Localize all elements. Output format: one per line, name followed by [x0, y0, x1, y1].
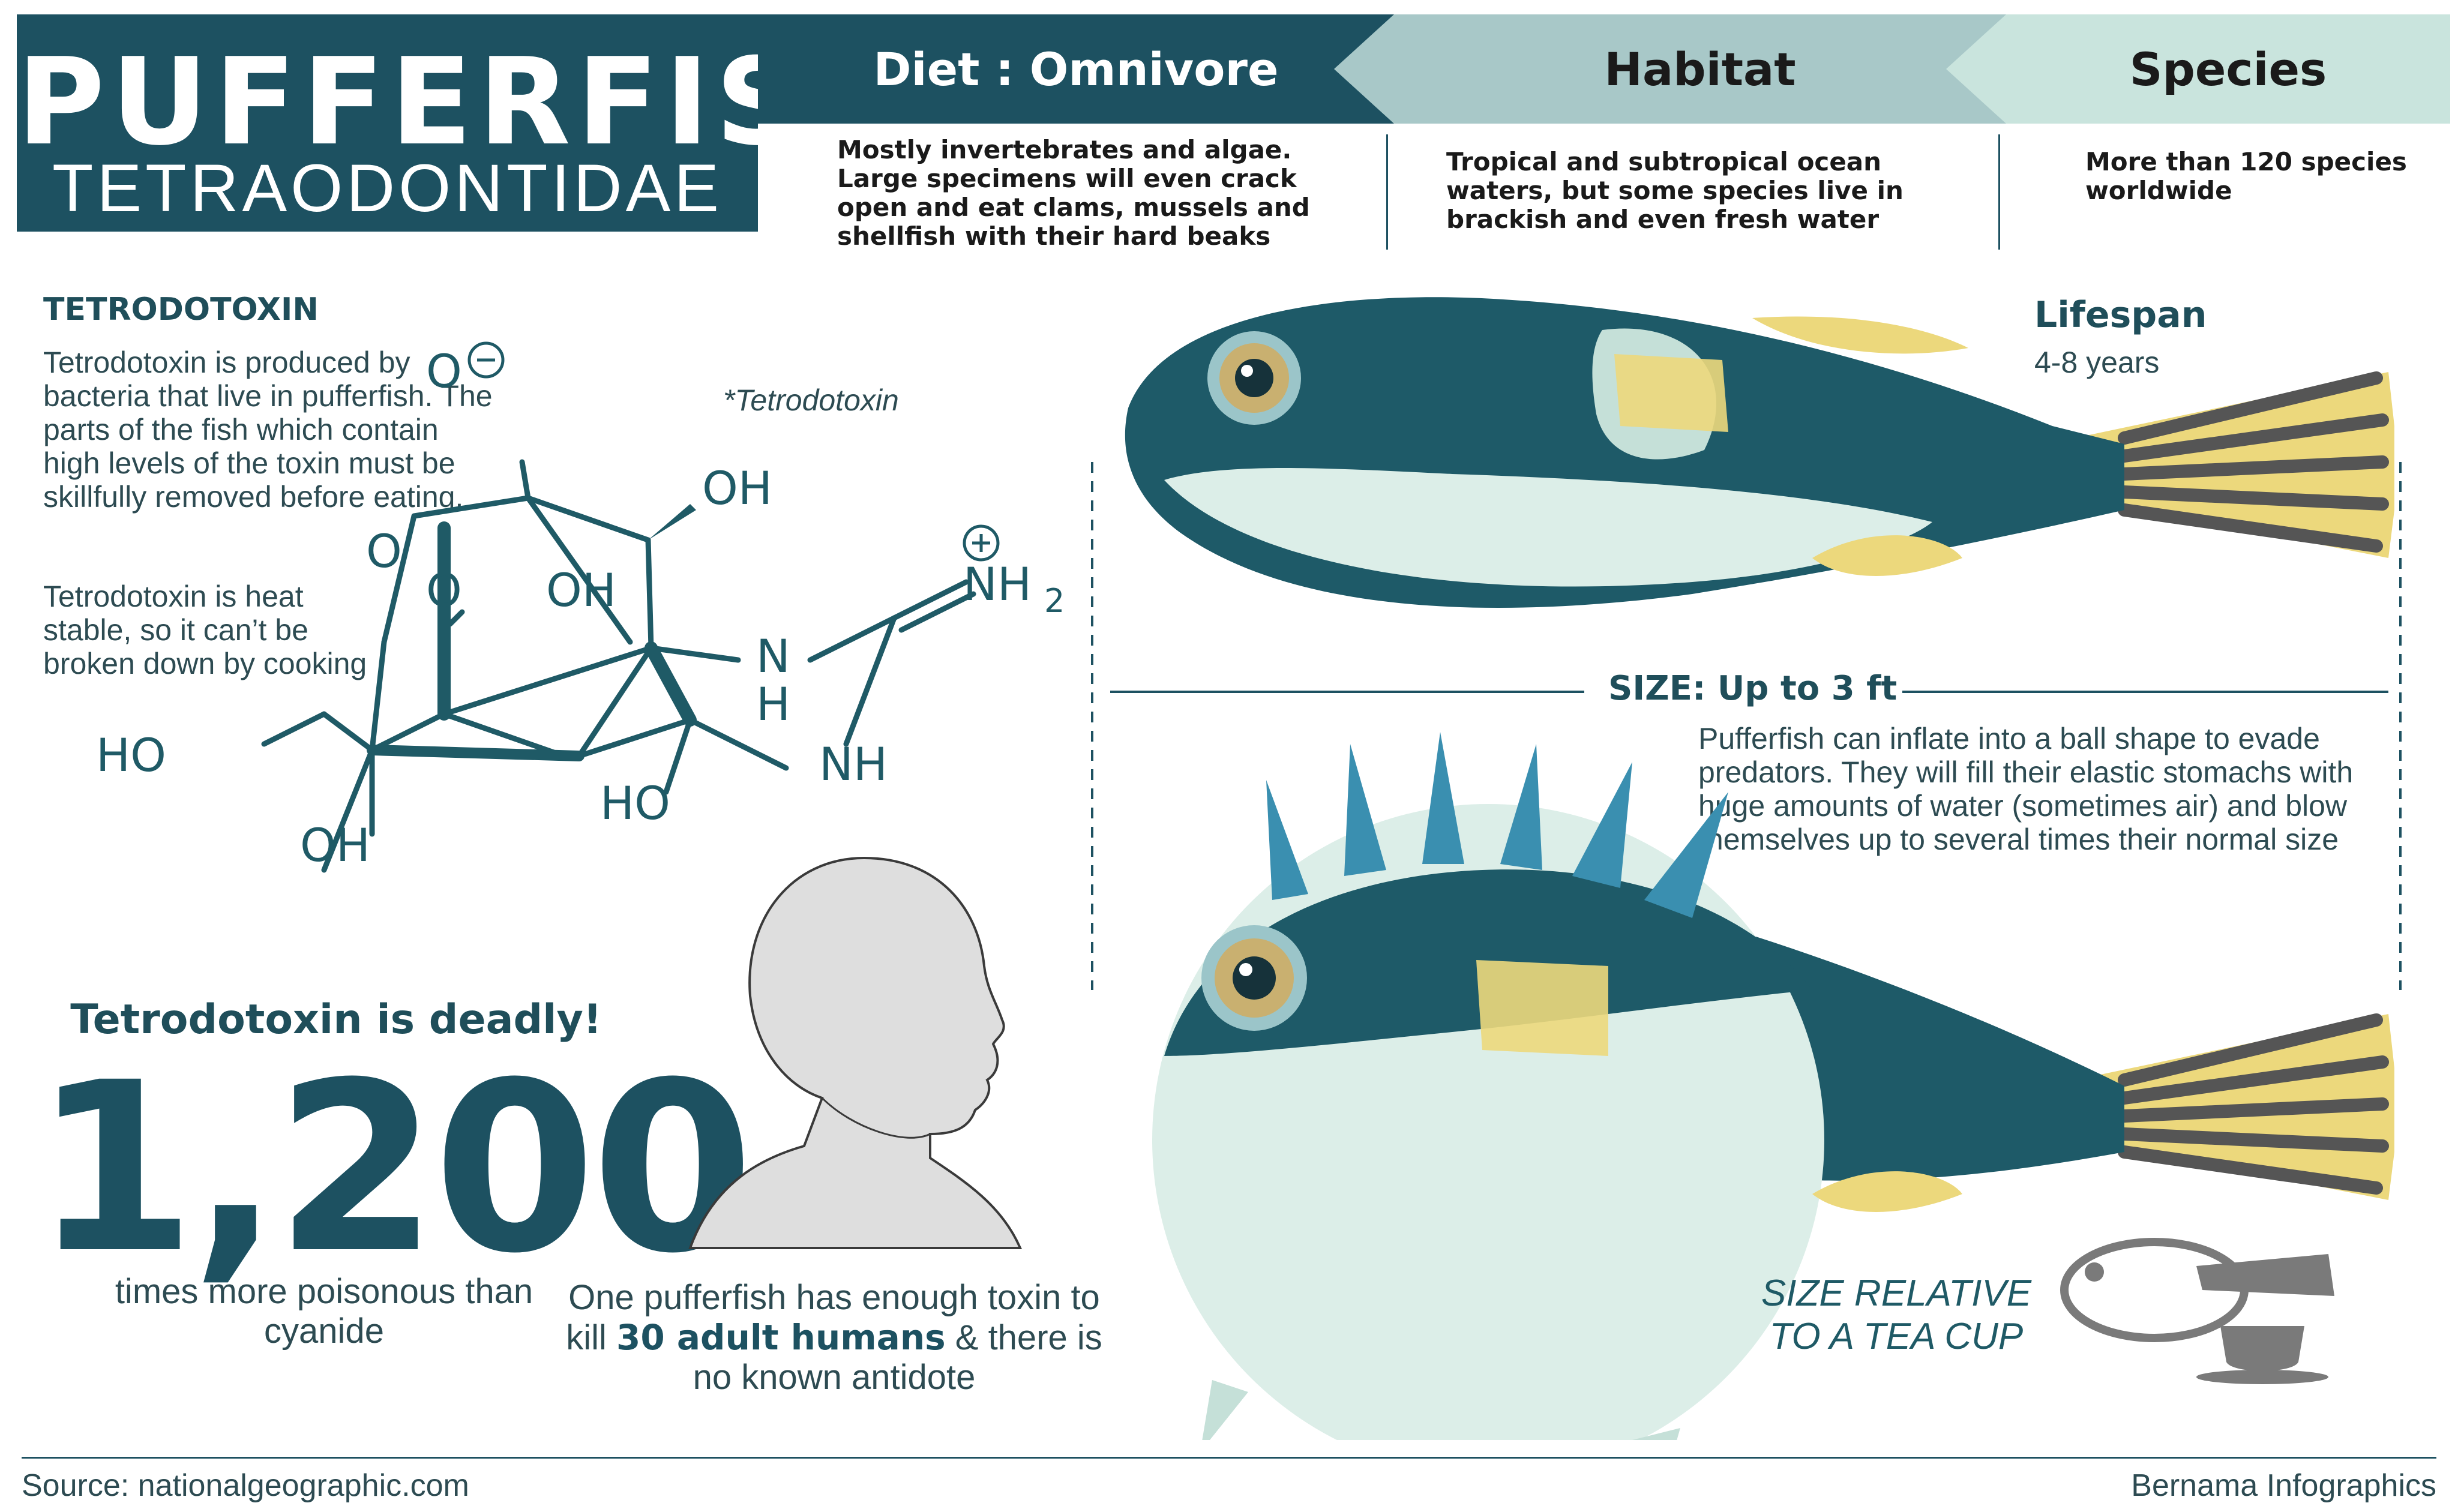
habitat-text: Tropical and subtropical ocean waters, b… — [1446, 147, 1904, 234]
atom-label: HO — [600, 776, 670, 830]
atom-label: OH — [546, 563, 616, 617]
footer-divider — [22, 1457, 2436, 1459]
lifespan-value: 4-8 years — [2034, 346, 2160, 379]
inflated-pufferfish-illustration — [1152, 732, 2394, 1440]
species-text: More than 120 species worldwide — [2085, 147, 2407, 205]
human-caption-2: & there is no known antidote — [693, 1318, 1102, 1397]
tab-habitat: Habitat — [1394, 14, 2006, 124]
size-text: Pufferfish can inflate into a ball shape… — [1698, 722, 2354, 856]
atom-label: NH — [819, 737, 888, 791]
page-subtitle: TETRAODONTIDAE — [52, 151, 723, 226]
teacup-caption-line-2: TO A TEA CUP — [1769, 1316, 2024, 1357]
big-number: 1,200 — [33, 1032, 754, 1304]
tab-arrow-diet — [1334, 14, 1406, 124]
atom-label: HO — [96, 728, 166, 782]
tetrodotoxin-molecule-diagram: O OH O O OH NH 2 N H NH HO HO OH — [96, 341, 1065, 873]
toxin-heading: TETRODOTOXIN — [43, 292, 319, 328]
teacup-caption-line-1: SIZE RELATIVE — [1761, 1273, 2032, 1314]
human-caption-bold: 30 adult humans — [616, 1317, 946, 1358]
title-block: PUFFERFISH TETRAODONTIDAE — [17, 14, 908, 232]
human-caption: One pufferfish has enough toxin to kill … — [564, 1278, 1104, 1397]
pufferfish-illustration — [1125, 297, 2394, 608]
size-frame — [1091, 462, 2402, 990]
atom-label: NH — [963, 557, 1032, 611]
footer-credit: Bernama Infographics — [2131, 1468, 2436, 1503]
size-heading: SIZE: Up to 3 ft — [1608, 669, 1898, 708]
atom-label: N — [756, 629, 790, 683]
atom-label: O — [426, 563, 462, 617]
toxin-para-1: Tetrodotoxin is produced by bacteria tha… — [43, 346, 493, 514]
human-caption-1: One pufferfish has enough toxin to kill — [566, 1278, 1100, 1357]
human-head-illustration — [688, 856, 1023, 1249]
footer-source: Source: nationalgeographic.com — [22, 1468, 469, 1503]
atom-label: O — [366, 524, 402, 578]
toxin-para-2: Tetrodotoxin is heat stable, so it can’t… — [43, 580, 367, 680]
teacup-icon — [2060, 1238, 2334, 1384]
diet-text: Mostly invertebrates and algae. Large sp… — [837, 135, 1310, 251]
molecule-caption: *Tetrodotoxin — [723, 383, 899, 417]
atom-label: H — [756, 677, 790, 731]
deadly-heading: Tetrodotoxin is deadly! — [70, 996, 602, 1043]
tab-species: Species — [2006, 14, 2450, 124]
atom-label: OH — [300, 818, 370, 872]
lifespan-heading: Lifespan — [2034, 294, 2207, 336]
tab-diet: Diet : Omnivore — [758, 14, 1394, 124]
tab-arrow-habitat — [1946, 14, 2018, 124]
divider — [1998, 134, 2000, 250]
number-caption: times more poisonous than cyanide — [115, 1272, 533, 1351]
atom-label: O — [426, 344, 462, 398]
atom-label: 2 — [1044, 582, 1065, 620]
atom-label: OH — [702, 461, 772, 515]
teacup-caption: SIZE RELATIVE TO A TEA CUP — [1740, 1272, 2052, 1358]
divider — [1386, 134, 1388, 250]
